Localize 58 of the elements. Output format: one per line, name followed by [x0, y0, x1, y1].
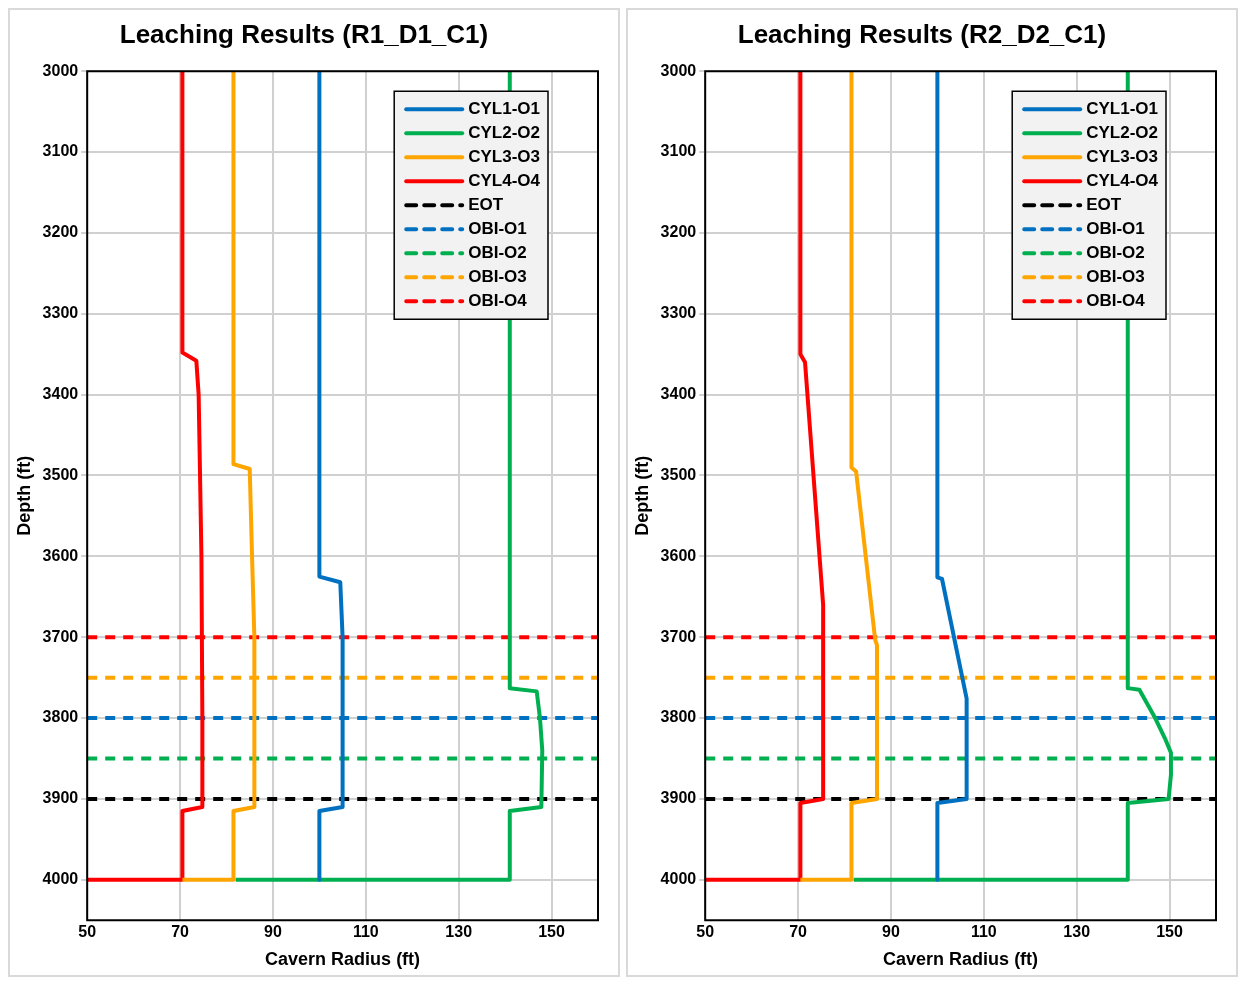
legend-label: OBI-O4	[1086, 290, 1146, 310]
y-tick-label: 4000	[660, 870, 697, 888]
chart-title: Leaching Results (R2_D2_C1)	[737, 18, 1107, 49]
x-axis-title: Cavern Radius (ft)	[265, 949, 421, 970]
y-tick-label: 3200	[42, 223, 79, 241]
y-tick-label: 3000	[660, 61, 697, 79]
y-tick-label: 3800	[42, 708, 79, 726]
y-tick-label: 3300	[660, 304, 697, 322]
x-tick-label: 90	[882, 923, 900, 941]
x-tick-label: 130	[1063, 923, 1091, 941]
legend-label: OBI-O4	[468, 290, 528, 310]
y-tick-label: 3700	[42, 627, 79, 645]
y-tick-label: 4000	[42, 870, 79, 888]
legend-label: OBI-O1	[468, 218, 527, 238]
legend-label: CYL1-O1	[468, 98, 540, 118]
x-axis-title: Cavern Radius (ft)	[883, 949, 1039, 970]
x-tick-label: 50	[696, 923, 715, 941]
x-tick-label: 110	[970, 923, 997, 941]
x-tick-label: 130	[445, 923, 473, 941]
y-tick-label: 3400	[42, 385, 79, 403]
legend-label: OBI-O3	[468, 266, 527, 286]
chart-title: Leaching Results (R1_D1_C1)	[119, 18, 489, 49]
legend-label: CYL3-O3	[1086, 146, 1158, 166]
y-tick-label: 3300	[42, 304, 79, 322]
y-tick-label: 3900	[660, 789, 697, 807]
y-tick-label: 3100	[42, 142, 79, 160]
y-tick-label: 3600	[660, 546, 697, 564]
x-tick-label: 90	[264, 923, 282, 941]
y-tick-label: 3900	[42, 789, 79, 807]
x-tick-label: 70	[171, 923, 190, 941]
x-tick-label: 50	[78, 923, 97, 941]
y-axis-title: Depth (ft)	[631, 455, 652, 536]
y-tick-label: 3100	[660, 142, 697, 160]
legend-label: OBI-O3	[1086, 266, 1145, 286]
y-tick-label: 3500	[660, 465, 697, 483]
y-tick-label: 3500	[42, 465, 79, 483]
legend-label: CYL4-O4	[468, 170, 541, 190]
legend-label: CYL3-O3	[468, 146, 540, 166]
legend-label: CYL2-O2	[468, 122, 540, 142]
x-tick-label: 150	[1156, 923, 1184, 941]
x-tick-label: 110	[352, 923, 379, 941]
x-tick-label: 70	[789, 923, 808, 941]
legend-label: EOT	[1086, 194, 1122, 214]
legend-label: EOT	[468, 194, 504, 214]
legend-label: CYL1-O1	[1086, 98, 1158, 118]
legend-label: OBI-O2	[468, 242, 527, 262]
y-tick-label: 3700	[660, 627, 697, 645]
y-tick-label: 3400	[660, 385, 697, 403]
y-tick-label: 3200	[660, 223, 697, 241]
y-tick-label: 3800	[660, 708, 697, 726]
legend-label: CYL4-O4	[1086, 170, 1159, 190]
legend-label: OBI-O1	[1086, 218, 1145, 238]
y-axis-title: Depth (ft)	[13, 455, 34, 536]
y-tick-label: 3000	[42, 61, 79, 79]
x-tick-label: 150	[538, 923, 566, 941]
legend-label: CYL2-O2	[1086, 122, 1158, 142]
y-tick-label: 3600	[42, 546, 79, 564]
legend-label: OBI-O2	[1086, 242, 1145, 262]
